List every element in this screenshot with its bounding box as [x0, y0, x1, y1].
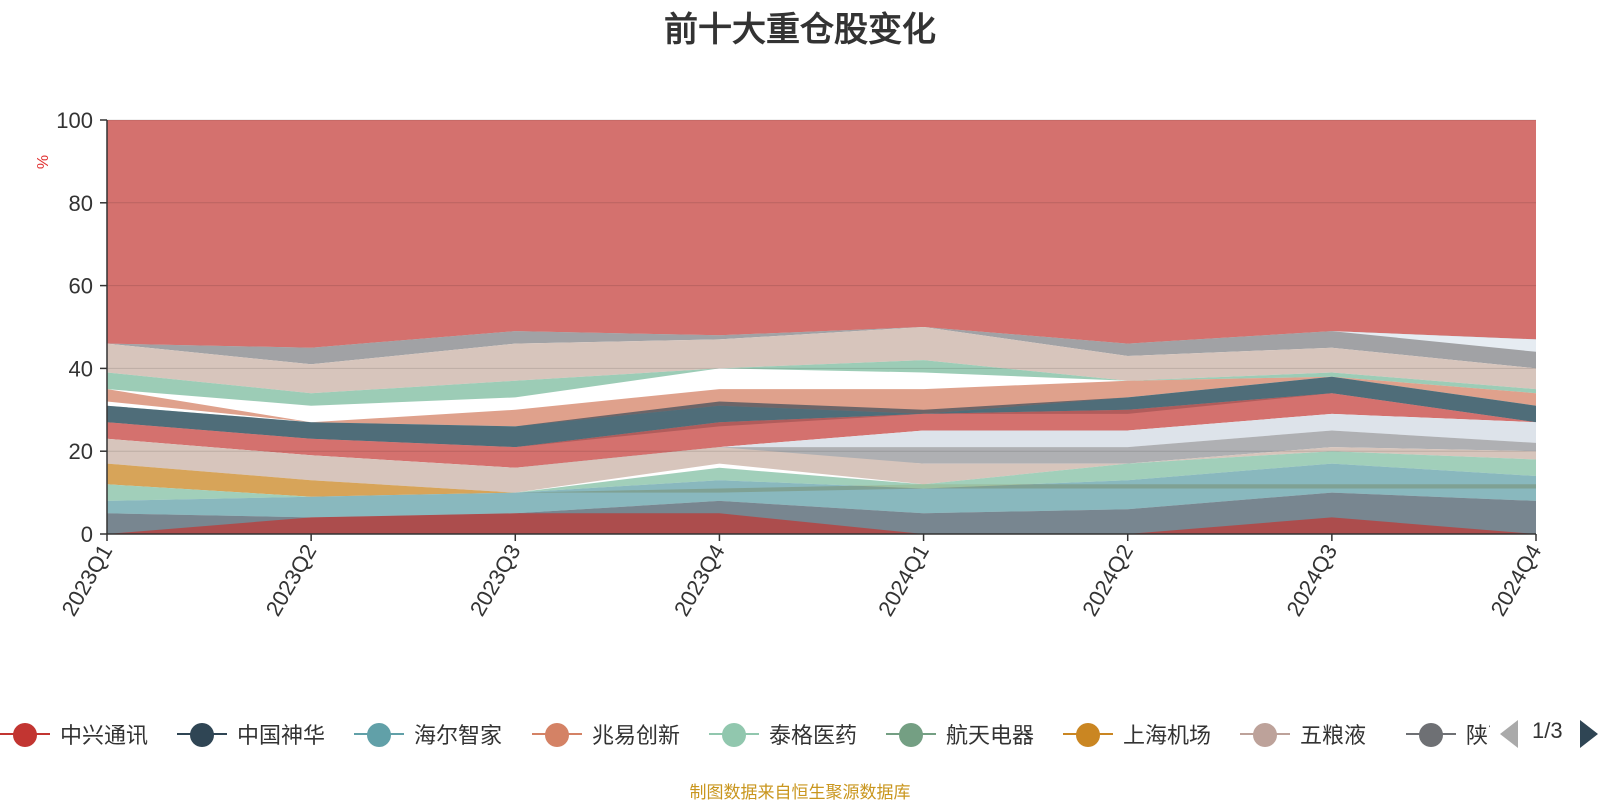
page-indicator: 1/3: [1532, 718, 1563, 743]
legend-label: 上海机场: [1123, 723, 1212, 748]
prev-page-icon[interactable]: [1500, 720, 1518, 748]
x-tick-label: 2023Q2: [261, 540, 322, 620]
x-tick-label: 2023Q4: [669, 540, 730, 620]
legend-label: 陕西煤业: [1466, 723, 1490, 748]
legend-label: 中国神华: [237, 723, 326, 748]
legend-dot-icon: [899, 723, 923, 747]
y-tick-label: 80: [69, 191, 93, 216]
legend-dot-icon: [1076, 723, 1100, 747]
legend-label: 五粮液: [1300, 723, 1367, 748]
y-tick-label: 0: [81, 522, 93, 547]
area-band-b-green1: [107, 360, 1536, 406]
legend-dot-icon: [545, 723, 569, 747]
legend-dot-icon: [367, 723, 391, 747]
area-band-b-grey2: [107, 430, 1536, 468]
y-tick-label: 100: [56, 108, 93, 133]
legend: 中兴通讯 中国神华 海尔智家 兆易创新 泰格医药 航天电器 上海机场 五粮液 陕西煤业: [0, 712, 1490, 756]
area-band-b-white2: [107, 413, 1536, 468]
area-band-b-teal2: [107, 463, 1536, 518]
y-tick-label: 20: [69, 439, 93, 464]
area-band-b-tan1: [107, 327, 1536, 394]
legend-dot-icon: [722, 723, 746, 747]
area-band-b-navy1: [107, 376, 1536, 448]
y-axis-label: %: [35, 155, 52, 169]
area-band-b-red2: [107, 393, 1536, 468]
x-tick-label: 2024Q1: [873, 540, 934, 620]
legend-pager: 1/3: [1496, 712, 1600, 756]
x-tick-label: 2023Q1: [57, 540, 118, 620]
x-tick-label: 2024Q3: [1281, 540, 1342, 620]
area-band-bg-top: [107, 120, 1536, 348]
legend-label: 中兴通讯: [60, 723, 149, 748]
legend-dot-icon: [13, 723, 37, 747]
chart-title: 前十大重仓股变化: [664, 11, 936, 49]
legend-label: 航天电器: [946, 723, 1035, 748]
area-band-b-tan2: [107, 438, 1536, 493]
legend-dot-icon: [190, 723, 214, 747]
x-tick-label: 2024Q2: [1077, 540, 1138, 620]
legend-label: 海尔智家: [414, 723, 503, 748]
area-band-b-red3: [107, 513, 1536, 534]
y-tick-label: 60: [69, 274, 93, 299]
area-band-b-orange: [107, 376, 1536, 427]
x-tick-label: 2023Q3: [465, 540, 526, 620]
x-tick-label: 2024Q4: [1486, 540, 1547, 620]
legend-dot-icon: [1419, 723, 1443, 747]
area-band-b-grey1: [107, 327, 1536, 369]
next-page-icon[interactable]: [1580, 720, 1598, 748]
area-band-b-green2: [107, 451, 1536, 501]
source-note: 制图数据来自恒生聚源数据库: [689, 783, 911, 802]
area-bands: [107, 120, 1536, 534]
legend-label: 泰格医药: [769, 723, 858, 748]
y-tick-label: 40: [69, 356, 93, 381]
legend-dot-icon: [1253, 723, 1277, 747]
legend-label: 兆易创新: [592, 723, 681, 748]
